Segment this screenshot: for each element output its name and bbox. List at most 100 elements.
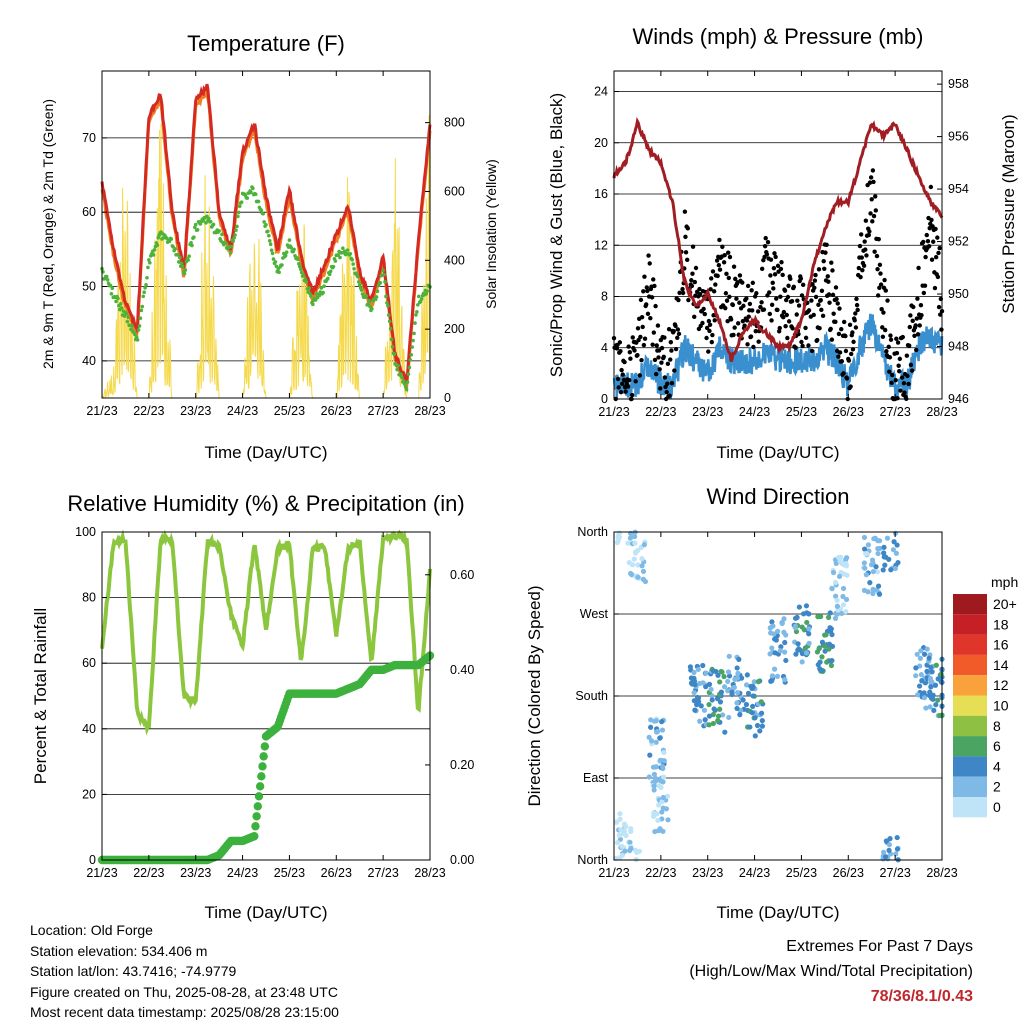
direction-point (891, 539, 897, 545)
gust-point (708, 287, 713, 292)
figure-created: Figure created on Thu, 2025-08-28, at 23… (30, 983, 338, 1000)
dewpoint-point (126, 315, 131, 319)
gust-point (822, 266, 827, 272)
gust-point (706, 349, 711, 354)
precip-point (257, 772, 266, 781)
direction-point (726, 714, 732, 721)
gust-point (655, 323, 661, 328)
direction-point (894, 846, 901, 852)
direction-point (747, 724, 753, 730)
gust-point (623, 389, 628, 394)
direction-point (887, 836, 893, 842)
direction-point (628, 828, 634, 835)
dewpoint-point (239, 200, 244, 204)
gust-point (830, 292, 836, 298)
gust-point (929, 217, 934, 223)
x-tick-label: 22/23 (133, 404, 164, 418)
dewpoint-point (110, 286, 115, 290)
direction-point (619, 843, 625, 850)
gust-point (878, 271, 883, 276)
gust-point (935, 235, 940, 240)
direction-point (725, 688, 731, 694)
direction-point (774, 673, 781, 679)
y-tick-label-right: 950 (948, 287, 969, 301)
gust-point (929, 257, 935, 262)
direction-point (836, 573, 843, 580)
dewpoint-point (151, 253, 156, 257)
dewpoint-point (268, 242, 273, 247)
gust-point (853, 311, 858, 316)
y-tick-label-left: 70 (82, 131, 96, 145)
dewpoint-point (412, 331, 416, 336)
gust-point (882, 277, 887, 283)
gust-point (897, 369, 902, 374)
legend-label: 16 (993, 637, 1009, 653)
gust-point (850, 347, 856, 352)
gust-point (711, 289, 717, 294)
gust-point (671, 329, 676, 334)
direction-point (806, 640, 812, 646)
direction-point (769, 619, 775, 625)
gust-point (854, 302, 860, 308)
dewpoint-point (399, 372, 403, 376)
gust-point (848, 384, 853, 389)
dewpoint-point (193, 222, 198, 227)
dewpoint-point (189, 240, 193, 245)
dewpoint-point (389, 337, 394, 342)
direction-point (734, 705, 740, 712)
extremes-subheading: (High/Low/Max Wind/Total Precipitation) (689, 963, 973, 980)
dewpoint-point (143, 286, 147, 290)
gust-point (746, 314, 751, 319)
gust-point (897, 356, 903, 362)
gust-point (933, 254, 939, 260)
winds-panel: Winds (mph) & Pressure (mb) 0 4 8 12 16 20 24 9… (547, 24, 1018, 462)
direction-point (715, 672, 721, 678)
gust-point (767, 290, 772, 295)
dewpoint-point (251, 186, 255, 191)
gust-point (709, 339, 715, 345)
gust-point (873, 208, 879, 213)
gust-point (728, 317, 734, 322)
direction-point (706, 722, 712, 728)
direction-point (924, 668, 930, 674)
gust-point (720, 244, 725, 250)
gust-point (905, 373, 910, 379)
dewpoint-point (407, 365, 412, 370)
direction-point (819, 654, 825, 660)
gust-point (640, 324, 645, 330)
gust-point (781, 309, 787, 315)
gust-point (659, 360, 664, 365)
gust-point (737, 273, 743, 278)
y-tick-label-right: 946 (948, 392, 969, 406)
dewpoint-point (182, 271, 187, 276)
dewpoint-point (262, 220, 266, 224)
gust-point (872, 249, 877, 254)
gust-point (657, 367, 662, 372)
gust-point (754, 291, 759, 296)
direction-point (873, 564, 879, 570)
gust-point (652, 357, 658, 363)
gust-point (827, 300, 832, 305)
dewpoint-point (280, 263, 284, 267)
gust-point (785, 294, 791, 300)
dewpoint-point (270, 251, 275, 256)
gust-point (928, 184, 934, 190)
direction-point (721, 673, 727, 680)
direction-point (835, 607, 841, 613)
direction-point (711, 706, 717, 712)
gust-point (841, 371, 846, 376)
direction-point (744, 672, 750, 678)
direction-point (655, 728, 661, 735)
direction-point (769, 645, 775, 651)
gust-point (715, 273, 720, 279)
direction-point (781, 616, 787, 622)
dewpoint-point (364, 294, 369, 298)
gust-point (851, 339, 856, 345)
gust-point (689, 278, 694, 283)
direction-point (833, 593, 839, 599)
x-tick-label: 21/23 (598, 405, 629, 419)
legend-title: mph (991, 574, 1018, 590)
dewpoint-point (386, 313, 391, 317)
legend-swatch (953, 634, 987, 655)
direction-point (929, 669, 935, 675)
